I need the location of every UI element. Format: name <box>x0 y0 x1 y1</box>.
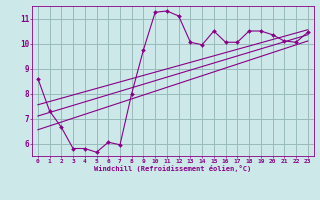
X-axis label: Windchill (Refroidissement éolien,°C): Windchill (Refroidissement éolien,°C) <box>94 165 252 172</box>
